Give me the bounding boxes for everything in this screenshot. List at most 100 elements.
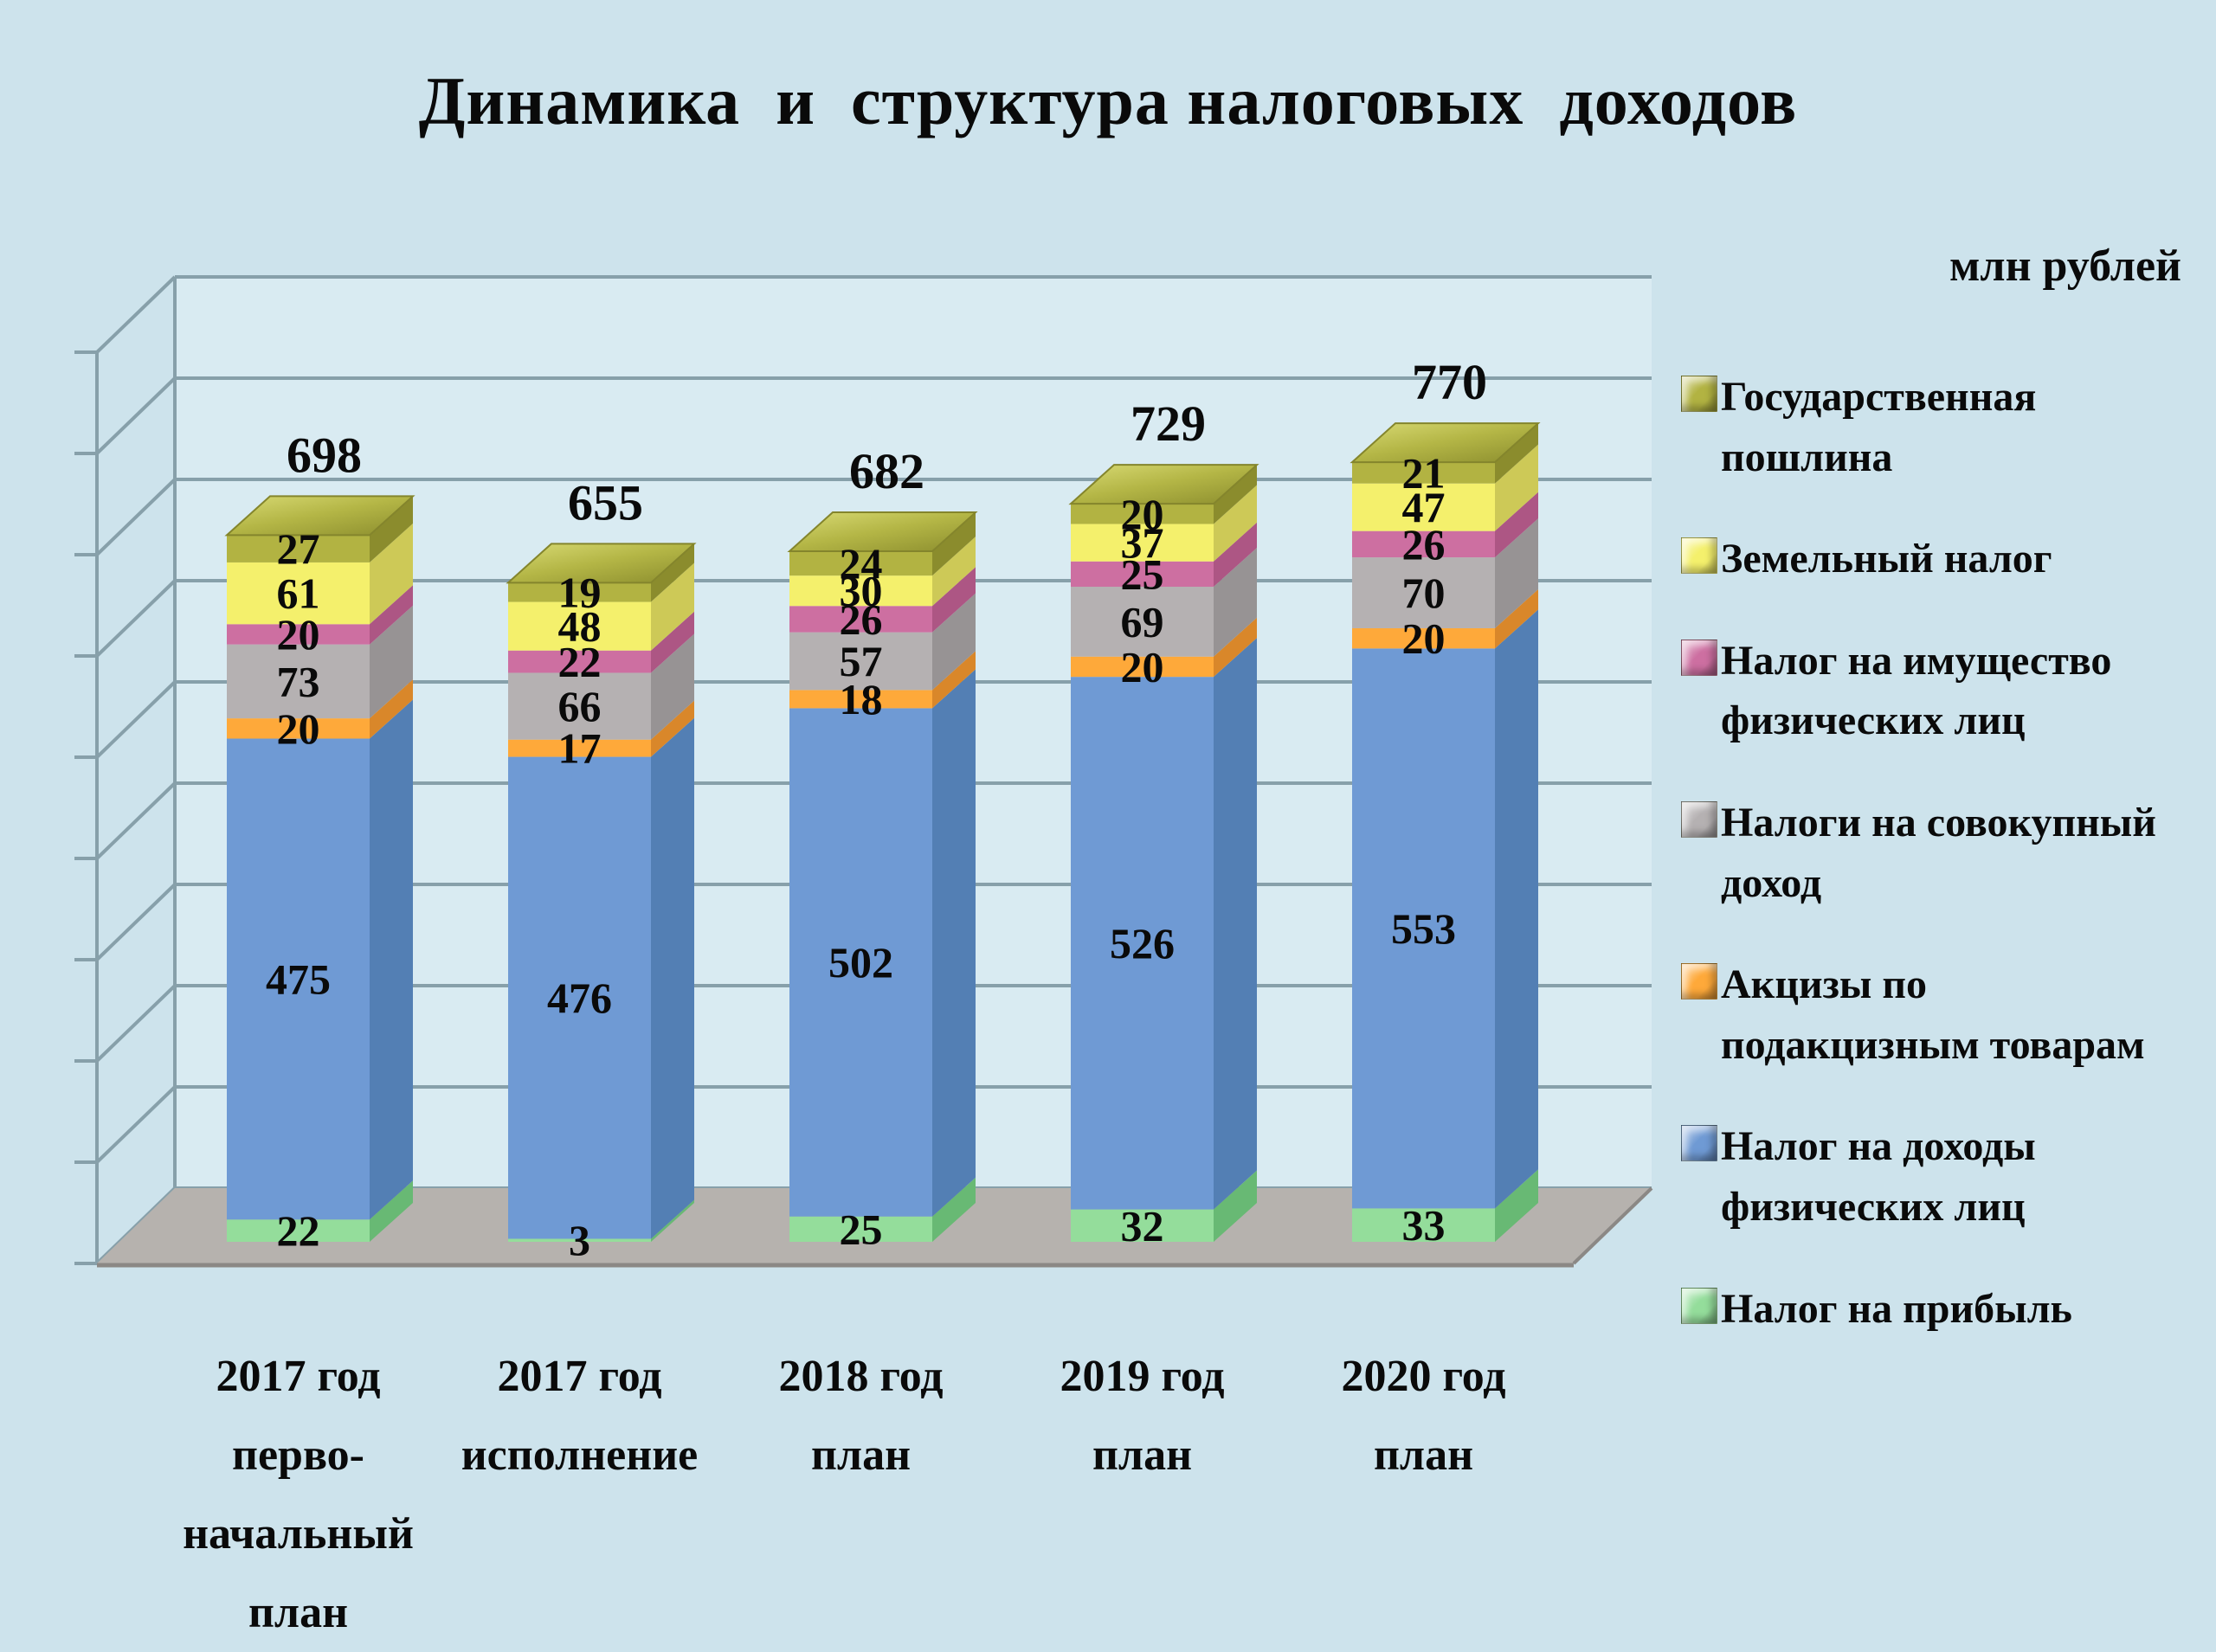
- bar-segment-side: [370, 605, 413, 719]
- bar-segment: [227, 535, 370, 562]
- bar-segment: [227, 624, 370, 645]
- bar-segment: [789, 708, 932, 1217]
- bar-segment-side: [651, 562, 694, 651]
- segment-value-label: 66: [558, 682, 602, 730]
- bar-segment: [789, 632, 932, 691]
- segment-value-label: 3: [569, 1216, 590, 1264]
- segment-value-label: 20: [277, 704, 320, 753]
- bar-segment: [1352, 557, 1495, 628]
- gridline-connector: [95, 883, 177, 961]
- bar-segment-side: [932, 537, 976, 607]
- legend-item: Налог на имущество физических лиц: [1681, 631, 2209, 751]
- bar-total-label: 770: [1412, 354, 1487, 410]
- bar-segment-side: [370, 585, 413, 645]
- segment-value-label: 502: [828, 938, 893, 987]
- segment-value-label: 70: [1402, 569, 1446, 617]
- bar-top-face: [787, 511, 978, 553]
- bar-total-label: 729: [1131, 395, 1206, 452]
- bar-segment: [1071, 504, 1214, 524]
- bar-segment-side: [370, 679, 413, 739]
- bar-segment: [1352, 483, 1495, 531]
- legend-item: Акцизы по подакцизным товарам: [1681, 955, 2209, 1075]
- bar-total-label: 655: [568, 474, 643, 530]
- bar-segment-side: [1214, 548, 1257, 657]
- segment-value-label: 20: [1121, 490, 1164, 538]
- bar-segment: [508, 672, 651, 740]
- gridline-connector: [95, 984, 177, 1063]
- bar-segment: [227, 1219, 370, 1242]
- bar-segment-side: [370, 699, 413, 1220]
- segment-value-label: 32: [1121, 1201, 1164, 1250]
- legend-swatch-icon: [1681, 800, 1717, 838]
- bar-segment-side: [932, 1177, 976, 1242]
- segment-value-label: 69: [1121, 597, 1164, 646]
- bar-segment: [789, 606, 932, 633]
- legend-label: Налоги на совокупный доход: [1721, 799, 2156, 906]
- segment-value-label: 21: [1402, 448, 1446, 497]
- bar-segment-side: [1495, 518, 1538, 628]
- bar-total-label: 698: [287, 427, 362, 483]
- bar-segment: [1352, 648, 1495, 1209]
- bar-segment-side: [1495, 423, 1538, 484]
- gridline-connector: [95, 680, 177, 759]
- bar-top-face: [1068, 464, 1259, 505]
- bar-segment-side: [651, 700, 694, 757]
- segment-value-label: 22: [277, 1206, 320, 1255]
- bar-segment: [508, 1238, 651, 1242]
- bar-segment-side: [1495, 588, 1538, 649]
- bar-segment-side: [651, 611, 694, 673]
- segment-value-label: 553: [1391, 904, 1456, 953]
- floor-right-edge: [1572, 1186, 1653, 1265]
- legend-label: Государственная пошлина: [1721, 374, 2037, 480]
- bar-segment-side: [1214, 638, 1257, 1210]
- bar-segment: [1352, 530, 1495, 558]
- bar-segment: [1071, 524, 1214, 562]
- segment-value-label: 475: [266, 955, 331, 1003]
- category-label: 2017 год перво- начальный план: [183, 1352, 414, 1637]
- category-label: 2020 год план: [1341, 1352, 1506, 1480]
- bar-segment: [508, 601, 651, 651]
- category-label: 2017 год исполнение: [461, 1352, 699, 1480]
- segment-value-label: 18: [840, 675, 883, 723]
- bar-segment-side: [1495, 609, 1538, 1209]
- segment-value-label: 33: [1402, 1201, 1446, 1250]
- bar-segment: [227, 718, 370, 739]
- bar-segment: [508, 739, 651, 757]
- bar-segment-side: [1495, 492, 1538, 558]
- segment-value-label: 73: [277, 657, 320, 705]
- segment-value-label: 37: [1121, 518, 1164, 567]
- legend-item: Налоги на совокупный доход: [1681, 793, 2209, 913]
- bar-segment: [789, 575, 932, 607]
- category-label: 2018 год план: [778, 1352, 944, 1480]
- legend-item: Налог на доходы физических лиц: [1681, 1116, 2209, 1237]
- bar-segment: [508, 650, 651, 673]
- segment-value-label: 25: [1121, 550, 1164, 598]
- bar-segment: [227, 644, 370, 719]
- category-label: 2019 год план: [1060, 1352, 1225, 1480]
- bar-segment-side: [1214, 617, 1257, 678]
- bar-segment-side: [370, 496, 413, 562]
- bar-segment-side: [370, 1180, 413, 1242]
- bar-segment-side: [1495, 444, 1538, 531]
- segment-value-label: 30: [840, 567, 883, 615]
- legend-swatch-icon: [1681, 537, 1717, 575]
- bar-top-face: [224, 495, 416, 537]
- bar-segment-side: [1214, 522, 1257, 588]
- bar-segment: [1071, 561, 1214, 588]
- chart-legend: Государственная пошлина Земельный налог На…: [1681, 367, 2209, 1339]
- bar-segment: [508, 582, 651, 602]
- unit-label: млн рублей: [1949, 241, 2181, 291]
- legend-label: Акцизы по подакцизным товарам: [1721, 961, 2145, 1068]
- legend-swatch-icon: [1681, 1125, 1717, 1162]
- segment-value-label: 27: [277, 524, 320, 573]
- gridline-connector: [95, 275, 177, 354]
- bar-segment: [1071, 656, 1214, 678]
- segment-value-label: 17: [558, 724, 602, 773]
- bar-segment-side: [651, 717, 694, 1239]
- bar-segment: [1352, 627, 1495, 649]
- bar-segment-side: [370, 523, 413, 625]
- bar-segment-side: [1495, 1169, 1538, 1242]
- bar-segment-side: [651, 543, 694, 602]
- bar-top-face: [1350, 422, 1541, 464]
